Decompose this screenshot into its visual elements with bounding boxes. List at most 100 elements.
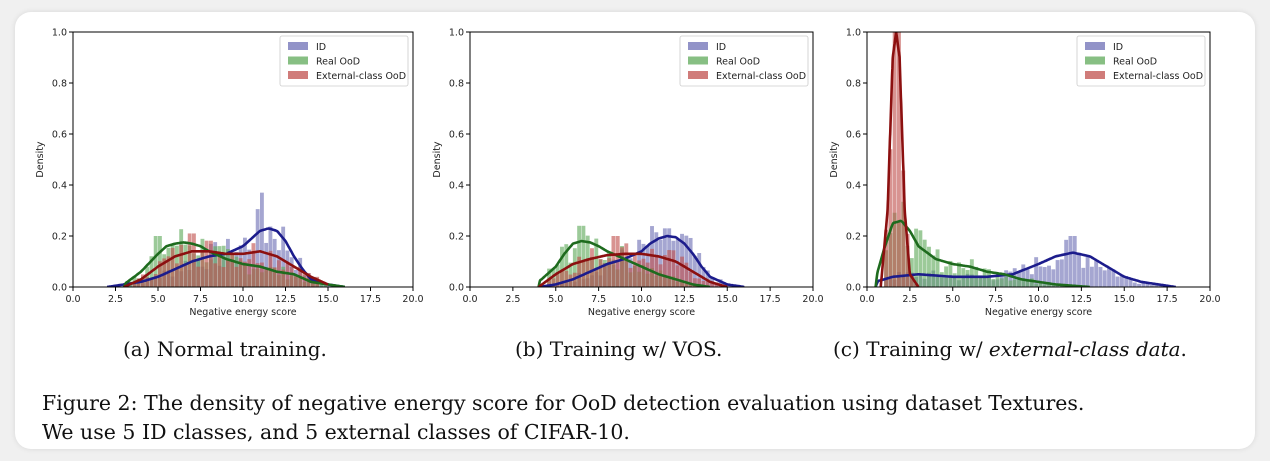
hist-bar (1111, 269, 1116, 287)
y-tick-label: 1.0 (52, 28, 67, 39)
hist-bar (901, 170, 906, 287)
hist-bar (183, 263, 188, 287)
hist-bar (624, 243, 629, 287)
legend-label: External-class OoD (716, 71, 806, 82)
hist-bar (1141, 282, 1146, 287)
hist-bar (158, 261, 162, 287)
legend: ID Real OoD External-class OoD (279, 35, 409, 87)
subcaption-c-prefix: (c) Training w/ (833, 337, 989, 361)
x-tick-label: 10.0 (232, 294, 253, 305)
y-axis-label: Density (829, 141, 840, 177)
hist-bar (264, 268, 269, 287)
hist-bar (1008, 271, 1013, 287)
hist-bar (999, 278, 1004, 287)
figure-caption: Figure 2: The density of negative energy… (42, 389, 1084, 447)
hist-bar (1081, 267, 1086, 287)
x-axis-label: Negative energy score (588, 307, 695, 318)
x-tick-label: 2.5 (108, 294, 123, 305)
hist-bar (1004, 276, 1009, 287)
legend-swatch (288, 56, 308, 65)
hist-bar (680, 256, 684, 287)
hist-bar (909, 258, 914, 287)
hist-bar (277, 260, 281, 287)
hist-bar (1059, 259, 1064, 287)
legend-swatch (288, 42, 308, 50)
hist-bar (204, 240, 209, 287)
hist-bar (289, 266, 294, 287)
hist-bar (149, 278, 154, 287)
hist-bar (255, 263, 260, 287)
x-tick-label: 7.5 (591, 294, 606, 305)
hist-bar (153, 274, 158, 287)
hist-bar (196, 266, 201, 287)
hist-bar (1098, 266, 1103, 287)
y-tick-label: 0.0 (52, 283, 67, 294)
legend-swatch (288, 71, 308, 79)
hist-bar (285, 263, 290, 287)
legend-label: External-class OoD (1113, 71, 1203, 82)
legend-label: Real OoD (1113, 57, 1157, 68)
subcaption-c: (c) Training w/ external-class data. (833, 337, 1187, 361)
hist-bar (1042, 267, 1047, 287)
hist-bar (710, 282, 714, 287)
hist-bar (1128, 278, 1133, 287)
x-tick-label: 12.5 (674, 294, 695, 305)
hist-bar (1102, 270, 1107, 287)
hist-bar (692, 278, 697, 287)
hist-bar (560, 270, 564, 287)
hist-bar (684, 235, 689, 287)
subcaption-b: (b) Training w/ VOS. (515, 337, 723, 361)
legend-label: ID (1113, 42, 1123, 53)
plot-area (874, 32, 1177, 287)
legend-swatch (688, 42, 708, 50)
hist-bar (1038, 282, 1043, 287)
hist-bar (969, 259, 974, 287)
hist-bar (323, 284, 328, 287)
y-tick-label: 1.0 (449, 28, 464, 39)
hist-bar (1149, 285, 1154, 287)
hist-bar (658, 239, 663, 287)
legend-label: External-class OoD (316, 71, 406, 82)
legend-swatch (688, 71, 708, 79)
hist-bar (1029, 278, 1034, 287)
hist-bar (897, 32, 901, 287)
hist-bar (560, 246, 564, 287)
hist-bar (1017, 278, 1021, 287)
x-tick-label: 0.0 (859, 294, 874, 305)
legend-label: ID (316, 42, 326, 53)
hist-bar (909, 275, 914, 287)
x-tick-label: 0.0 (65, 294, 80, 305)
x-tick-label: 15.0 (317, 294, 338, 305)
hist-bar (927, 246, 931, 287)
hist-bar (153, 236, 158, 287)
hist-bar (145, 277, 150, 287)
hist-bar (230, 254, 235, 287)
hist-bar (978, 275, 983, 287)
hist-bar (247, 259, 252, 287)
hist-bar (888, 149, 893, 287)
hist-bar (641, 258, 646, 287)
x-tick-label: 15.0 (717, 294, 738, 305)
y-axis-label: Density (35, 141, 46, 177)
hist-bar (620, 247, 624, 287)
hist-bar (987, 269, 991, 287)
legend-swatch (1085, 71, 1105, 79)
hist-bar (264, 242, 269, 287)
hist-bar (991, 278, 996, 287)
hist-bar (1077, 252, 1081, 287)
hist-bar (892, 32, 897, 287)
hist-bar (965, 270, 970, 287)
hist-bar (637, 260, 642, 287)
hist-bar (170, 247, 175, 287)
hist-bar (1042, 284, 1047, 287)
subcaption-a: (a) Normal training. (123, 337, 327, 361)
y-tick-label: 0.4 (449, 181, 464, 192)
hist-bar (654, 256, 659, 287)
hist-bar (319, 283, 324, 287)
hist-bar (684, 262, 689, 287)
hist-bar (1154, 283, 1159, 287)
hist-bar (260, 262, 264, 287)
hist-bar (281, 269, 286, 287)
y-axis-label: Density (432, 141, 443, 177)
hist-bar (628, 267, 633, 287)
